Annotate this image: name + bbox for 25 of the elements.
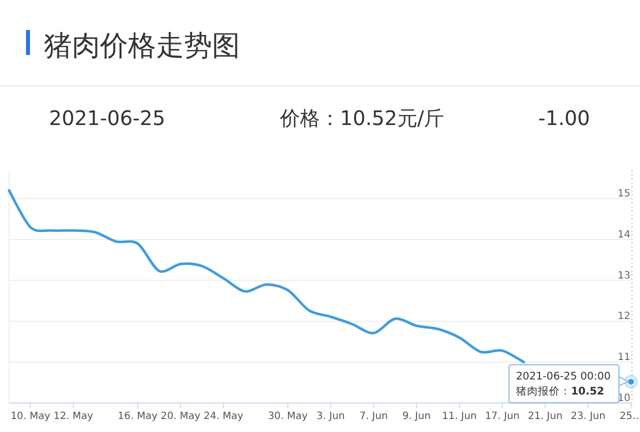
x-tick-label: 12. May	[53, 411, 94, 422]
y-tick-label: 13	[618, 270, 630, 282]
text: 价格：10.52元/斤	[279, 106, 444, 130]
y-tick-label: 15	[618, 188, 630, 200]
x-tick-label: 21. Jun	[528, 411, 563, 422]
x-tick-label: 7. Jun	[359, 411, 388, 422]
y-tick-label: 11	[618, 352, 630, 364]
y-tick-label: 14	[618, 229, 630, 240]
x-tick-label: 20. May	[160, 411, 201, 422]
x-tick-label: 9. Jun	[402, 411, 431, 422]
chart-title: 猪肉价格走势图	[44, 29, 240, 62]
text: -1.00	[538, 106, 590, 130]
x-tick-label: 11. Jun	[442, 411, 477, 422]
x-tick-label: 17. Jun	[484, 411, 520, 422]
x-tick-label: 23. Jun	[570, 411, 606, 422]
text: 2021-06-25	[49, 106, 166, 130]
x-tick-label: 10. May	[10, 411, 50, 422]
x-tick-label: 30. May	[268, 411, 308, 422]
y-tick-label: 10	[618, 393, 630, 404]
x-tick-label: 24. May	[204, 411, 244, 422]
y-tick-label: 12	[618, 311, 630, 322]
x-tick-label: 3. Jun	[316, 411, 345, 422]
annotation: 2021-06-25 00:00 猪肉报价：10.52	[516, 370, 611, 398]
x-tick-label: 25…	[620, 411, 640, 422]
x-tick-label: 16. May	[118, 411, 158, 422]
